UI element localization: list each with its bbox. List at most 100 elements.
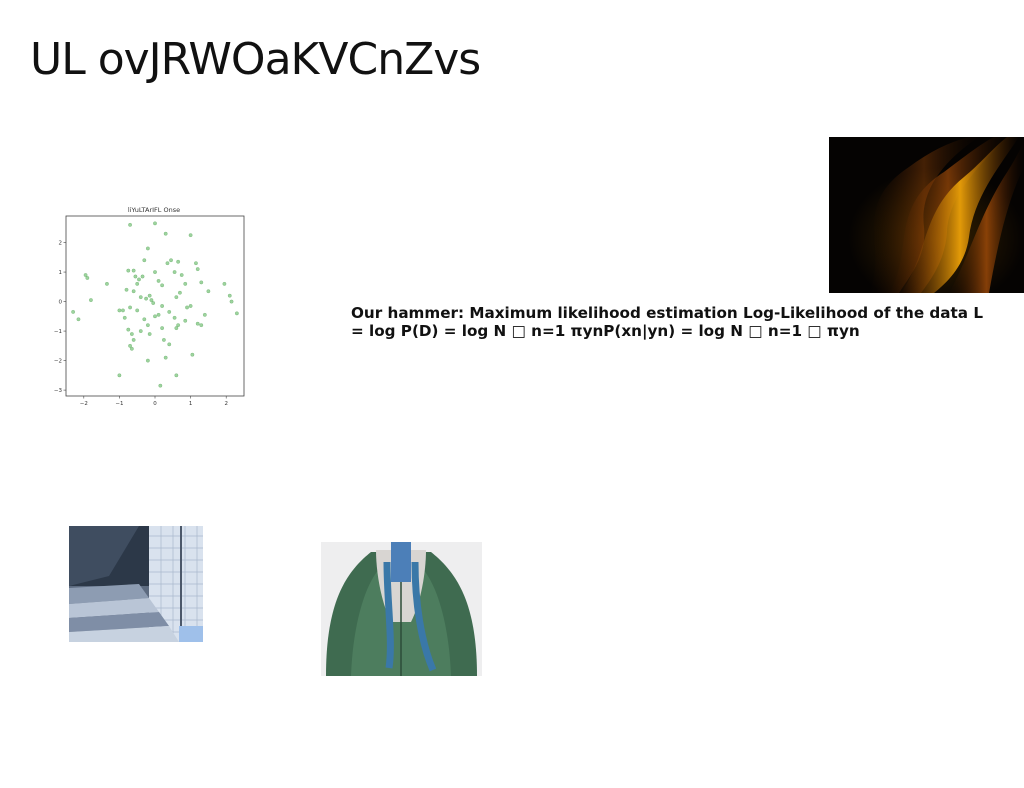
scatter-point: [222, 282, 227, 286]
scatter-point: [153, 221, 157, 226]
y-tick-label: 2: [59, 241, 63, 247]
scatter-point: [138, 329, 143, 333]
x-tick-label: −1: [115, 401, 123, 407]
scatter-point: [130, 346, 134, 351]
scatter-point: [147, 332, 152, 336]
scatter-point: [185, 305, 189, 310]
scatter-point: [83, 273, 88, 277]
scatter-point: [149, 298, 154, 302]
plot-area-frame: [65, 215, 245, 397]
scatter-point: [167, 342, 172, 347]
scatter-point: [178, 290, 182, 295]
scatter-point: [167, 310, 172, 314]
scatter-point: [89, 298, 93, 302]
scatter-point: [130, 332, 134, 336]
scatter-point: [174, 295, 179, 299]
scatter-point: [179, 273, 184, 277]
scatter-point: [153, 314, 157, 319]
scatter-point: [142, 317, 147, 322]
scatter-point: [146, 323, 150, 328]
stairs-photo: [69, 526, 203, 642]
scatter-point: [235, 311, 239, 316]
x-tick-label: 2: [224, 401, 228, 407]
scatter-point: [195, 321, 200, 326]
scatter-point: [128, 343, 132, 348]
scatter-point: [160, 304, 164, 308]
scatter-point: [160, 326, 164, 330]
scatter-point: [117, 373, 122, 378]
scatter-point: [71, 310, 75, 314]
scatter-point: [140, 274, 145, 279]
scatter-point: [151, 301, 156, 305]
scatter-point: [76, 317, 81, 322]
scatter-point: [160, 283, 164, 288]
scatter-point: [131, 338, 136, 342]
scatter-point: [158, 383, 163, 388]
scatter-point: [128, 223, 132, 227]
x-tick-label: −2: [80, 401, 88, 407]
slide-title: UL ovJRWOaKVCnZvs: [30, 34, 481, 85]
scatter-point: [199, 323, 204, 328]
scatter-point: [183, 318, 188, 323]
scatter-point: [131, 268, 136, 273]
scatter-point: [169, 258, 173, 263]
scatter-point: [133, 274, 138, 279]
scatter-point: [135, 308, 140, 313]
scatter-point: [135, 282, 140, 286]
scatter-point: [156, 279, 161, 283]
scatter-point: [172, 315, 177, 320]
scatter-point: [194, 261, 198, 266]
scatter-point: [117, 308, 122, 313]
scatter-point: [156, 313, 161, 317]
chart-ticks: −2 −1 0 1 2 −3 −2 −1 0 1 2: [54, 241, 228, 407]
scatter-point: [146, 246, 150, 251]
scatter-point: [153, 270, 157, 274]
scatter-point: [183, 282, 188, 286]
x-tick-label: 0: [153, 401, 157, 407]
scatter-point: [147, 293, 152, 298]
scatter-point: [122, 315, 127, 320]
scatter-point: [131, 289, 136, 294]
scatter-point: [202, 313, 207, 317]
scatter-point: [188, 233, 193, 238]
chart-title: liYuLTArIFL Onse: [128, 206, 180, 214]
scatter-point: [176, 323, 180, 328]
y-tick-label: 1: [59, 270, 63, 276]
y-tick-label: −1: [54, 329, 62, 335]
flame-abstract-photo: [829, 137, 1024, 293]
scatter-point: [165, 261, 170, 266]
scatter-point: [176, 259, 180, 264]
y-tick-label: −2: [54, 359, 62, 365]
scatter-point: [188, 304, 193, 308]
scatter-point: [124, 287, 129, 292]
scatter-point: [138, 295, 143, 299]
scatter-point: [190, 352, 195, 357]
person-green-jacket-photo: [321, 542, 482, 676]
scatter-point: [163, 231, 168, 236]
chart-points: [71, 221, 239, 388]
slide-body-text: Our hammer: Maximum likelihood estimatio…: [351, 304, 984, 340]
x-tick-label: 1: [189, 401, 193, 407]
scatter-point: [146, 358, 150, 363]
scatter-point: [163, 355, 168, 360]
scatter-point: [105, 282, 109, 286]
scatter-point: [85, 276, 90, 280]
scatter-point: [126, 268, 131, 273]
scatter-point: [137, 277, 141, 282]
scatter-point: [229, 299, 234, 304]
scatter-point: [206, 289, 211, 294]
scatter-point: [174, 326, 179, 330]
scatter-point: [195, 267, 200, 271]
y-tick-label: −3: [54, 388, 63, 394]
scatter-point: [172, 270, 177, 274]
scatter-point: [142, 258, 147, 263]
scatter-point: [227, 293, 232, 298]
scatter-point: [199, 280, 204, 285]
scatter-chart: liYuLTArIFL Onse −2 −1 0 1 2 −3 −2 −1 0 1 2: [54, 206, 245, 407]
scatter-point: [121, 308, 125, 313]
scatter-point: [144, 296, 148, 301]
scatter-point: [128, 305, 132, 310]
scatter-point: [162, 338, 166, 342]
scatter-point: [126, 327, 131, 332]
